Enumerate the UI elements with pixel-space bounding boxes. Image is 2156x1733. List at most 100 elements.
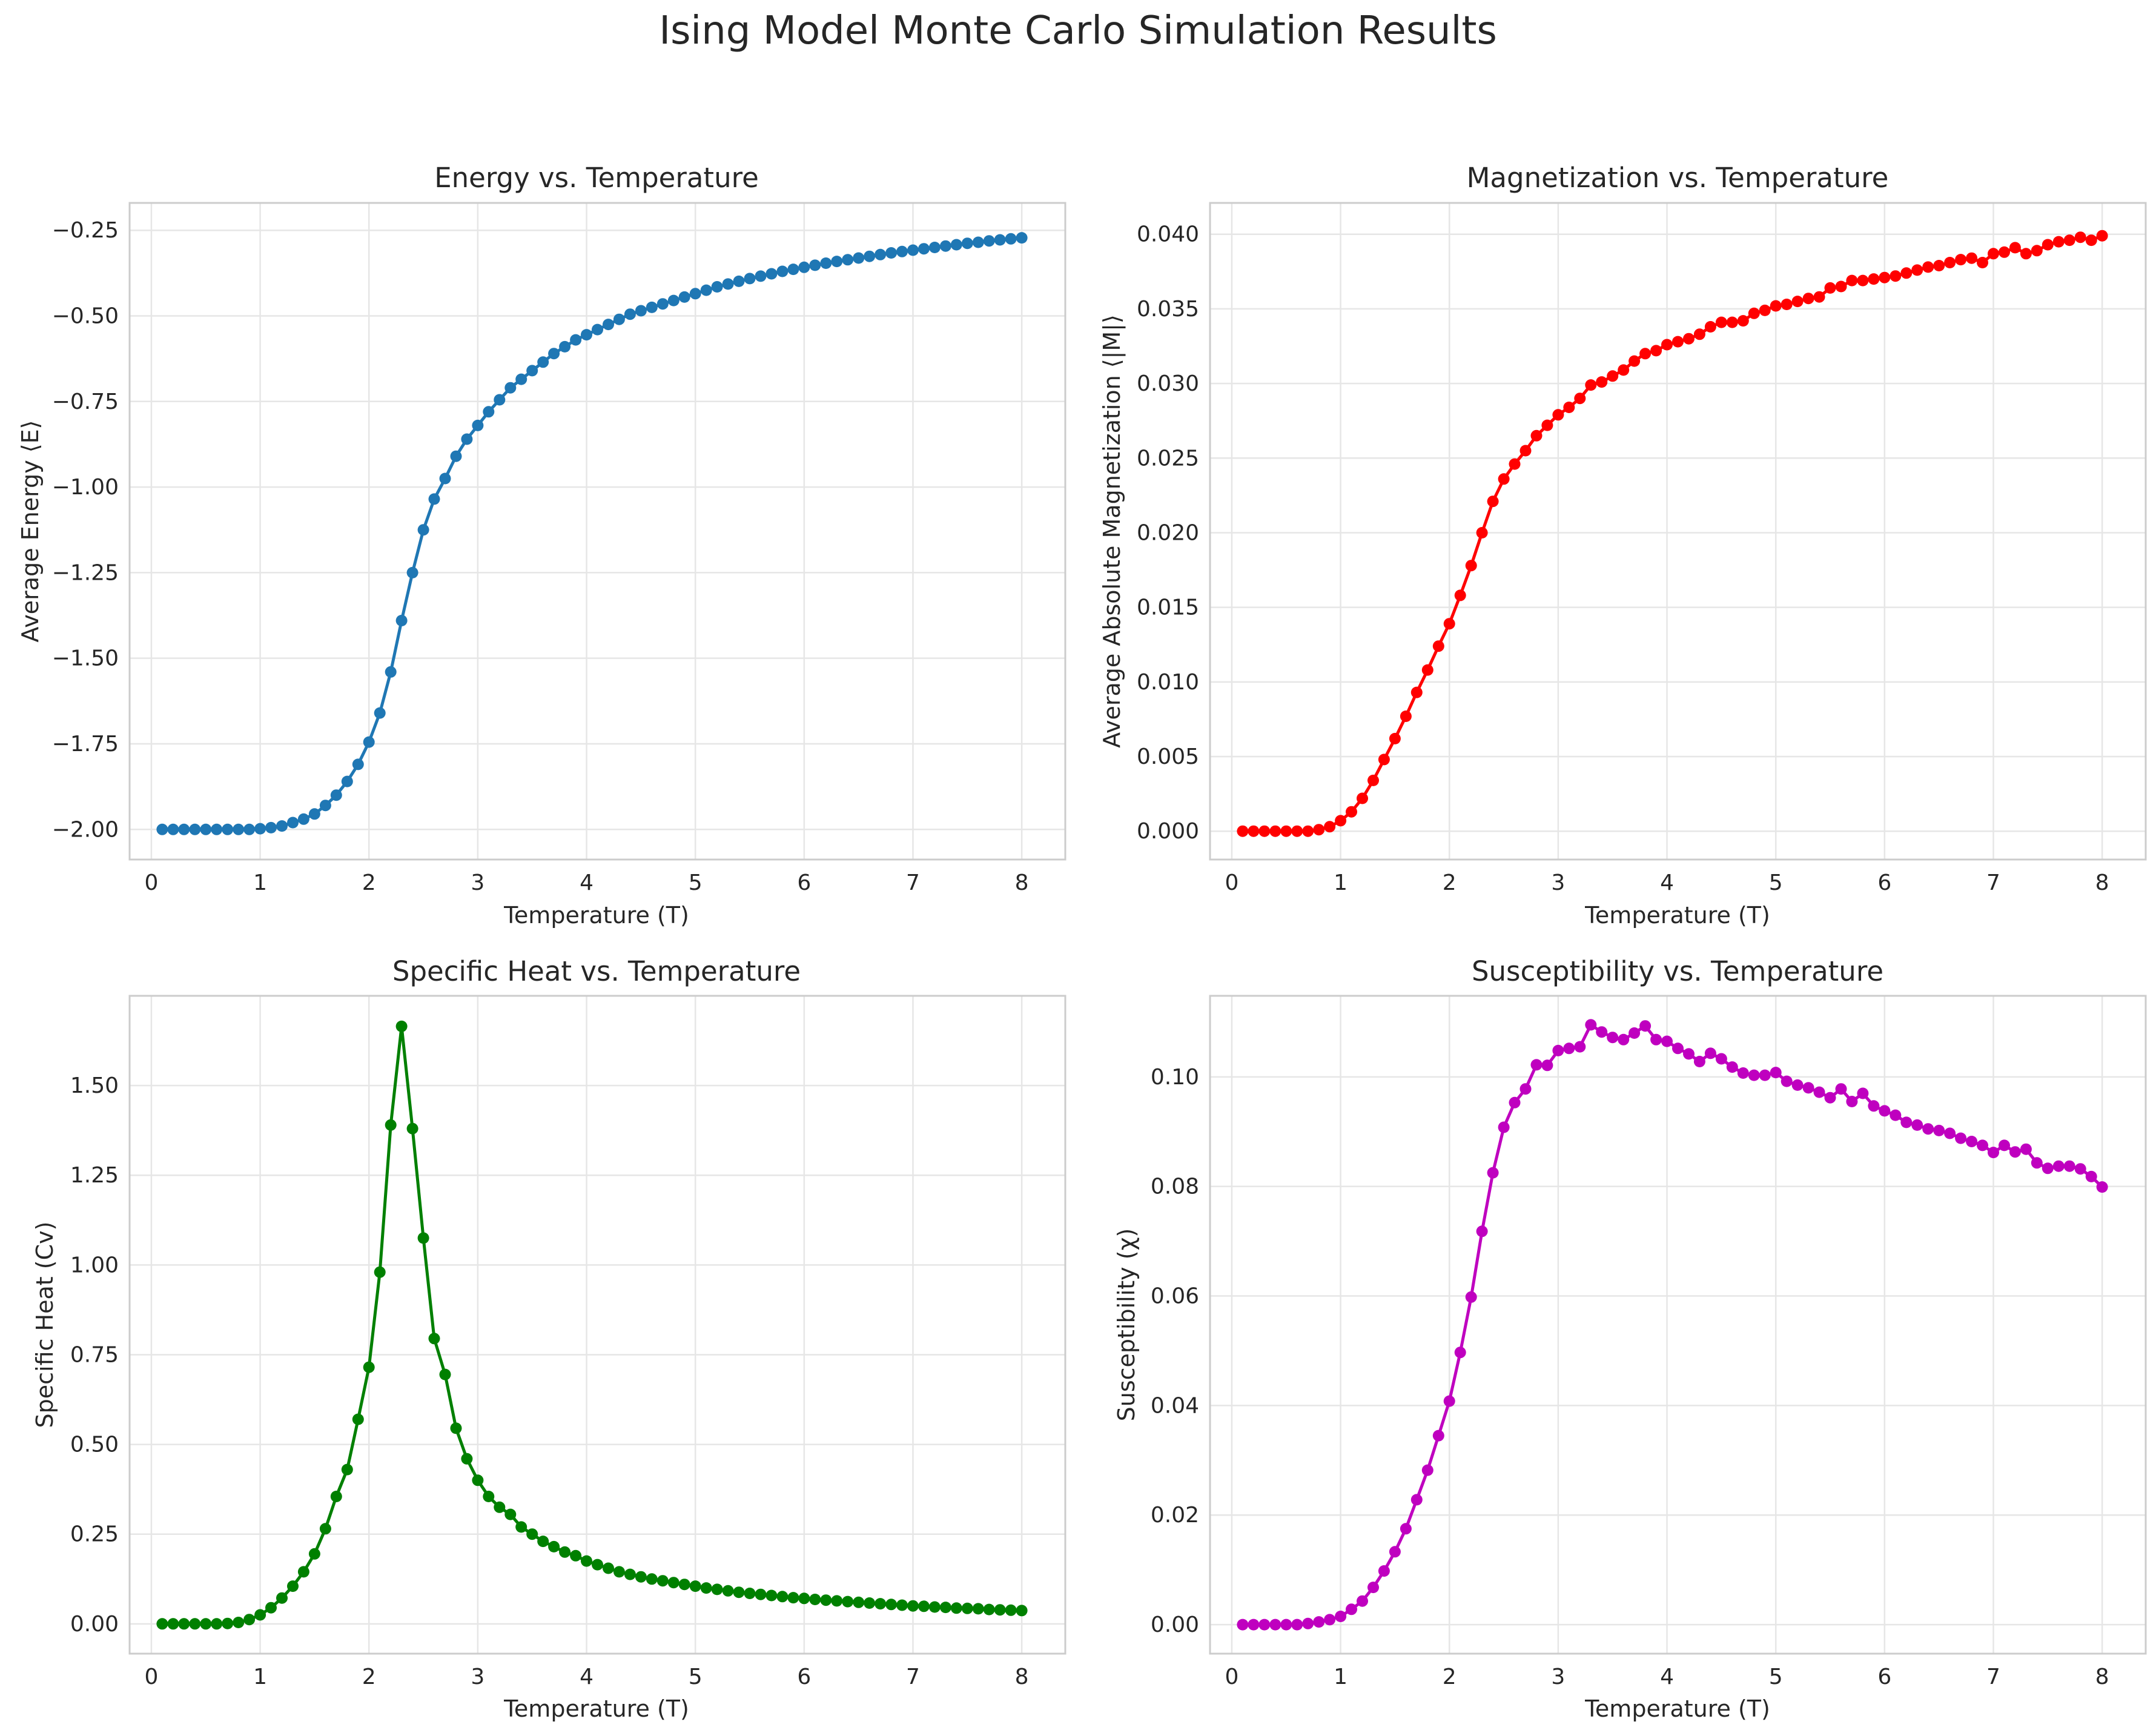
- energy-data-point: [755, 270, 767, 282]
- specific-heat-data-point: [689, 1580, 701, 1592]
- specific-heat-x-tick-label: 5: [689, 1665, 703, 1689]
- energy-data-point: [461, 433, 473, 445]
- magnetization-x-tick-label: 7: [1986, 870, 2000, 895]
- specific-heat-data-point: [385, 1119, 397, 1131]
- specific-heat-data-point: [374, 1266, 386, 1278]
- susceptibility-xlabel: Temperature (T): [1584, 1695, 1770, 1722]
- specific-heat-x-tick-label: 1: [253, 1665, 267, 1689]
- susceptibility-data-point: [1258, 1619, 1271, 1631]
- specific-heat-x-tick-label: 3: [471, 1665, 484, 1689]
- magnetization-data-point: [1552, 409, 1564, 421]
- energy-data-point: [667, 294, 680, 307]
- energy-data-point: [950, 239, 962, 251]
- energy-data-point: [853, 252, 865, 264]
- specific-heat-data-point: [233, 1617, 245, 1628]
- specific-heat-data-point: [428, 1333, 440, 1345]
- specific-heat-x-tick-label: 6: [797, 1665, 811, 1689]
- energy-data-point: [711, 281, 723, 293]
- specific-heat-x-tick-label: 0: [144, 1665, 158, 1689]
- susceptibility-data-point: [1248, 1619, 1260, 1631]
- energy-data-point: [939, 240, 951, 252]
- magnetization-data-point: [1683, 333, 1695, 345]
- energy-data-point: [646, 301, 658, 313]
- susceptibility-data-point: [2085, 1170, 2097, 1182]
- specific-heat-data-point: [809, 1594, 821, 1605]
- energy-data-point: [875, 248, 887, 260]
- energy-data-point: [472, 419, 484, 431]
- magnetization-data-point: [1476, 527, 1488, 538]
- energy-data-point: [570, 334, 582, 346]
- magnetization-panel: Magnetization vs. Temperature Temperatur…: [1099, 162, 2147, 929]
- energy-xlabel: Temperature (T): [503, 902, 689, 929]
- magnetization-data-point: [1857, 274, 1869, 287]
- specific-heat-data-point: [363, 1361, 375, 1373]
- energy-data-point: [603, 319, 614, 331]
- susceptibility-data-point: [1552, 1044, 1564, 1056]
- susceptibility-data-point: [2020, 1143, 2032, 1155]
- specific-heat-data-point: [494, 1501, 506, 1513]
- energy-data-point: [494, 394, 506, 406]
- magnetization-y-tick-label: 0.030: [1137, 371, 1199, 396]
- specific-heat-x-tick-label: 4: [580, 1665, 594, 1689]
- specific-heat-y-tick-label: 1.50: [70, 1073, 119, 1098]
- magnetization-data-point: [1509, 458, 1521, 470]
- susceptibility-data-point: [1813, 1086, 1825, 1098]
- susceptibility-data-point: [1574, 1041, 1586, 1053]
- susceptibility-data-point: [2074, 1163, 2086, 1175]
- magnetization-y-tick-label: 0.005: [1137, 744, 1199, 769]
- susceptibility-data-point: [2052, 1160, 2065, 1172]
- susceptibility-data-point: [1791, 1079, 1804, 1091]
- magnetization-data-point: [1900, 267, 1913, 279]
- magnetization-data-point: [1498, 473, 1510, 485]
- susceptibility-data-point: [1357, 1595, 1368, 1607]
- energy-data-point: [896, 245, 908, 257]
- magnetization-y-tick-label: 0.015: [1137, 595, 1199, 620]
- specific-heat-data-point: [352, 1413, 364, 1425]
- susceptibility-data-point: [1454, 1347, 1466, 1359]
- specific-heat-data-point: [711, 1583, 723, 1595]
- magnetization-data-point: [1693, 328, 1705, 340]
- figure-suptitle: Ising Model Monte Carlo Simulation Resul…: [659, 8, 1497, 53]
- specific-heat-data-point: [994, 1604, 1006, 1616]
- specific-heat-data-point: [864, 1597, 876, 1609]
- specific-heat-data-point: [178, 1618, 190, 1630]
- energy-x-tick-label: 2: [362, 870, 376, 895]
- magnetization-data-point: [1248, 825, 1260, 837]
- energy-data-point: [483, 406, 495, 418]
- susceptibility-data-point: [1737, 1067, 1749, 1079]
- energy-data-point: [243, 823, 256, 835]
- specific-heat-x-tick-label: 8: [1015, 1665, 1029, 1689]
- specific-heat-data-point: [189, 1618, 201, 1630]
- energy-data-point: [352, 758, 364, 770]
- magnetization-data-point: [1846, 274, 1858, 287]
- specific-heat-data-point: [450, 1422, 462, 1434]
- susceptibility-ylabel: Susceptibility (χ): [1113, 1228, 1140, 1422]
- magnetization-data-point: [1618, 364, 1630, 376]
- susceptibility-data-point: [1650, 1033, 1662, 1045]
- energy-data-point: [766, 268, 778, 280]
- susceptibility-data-point: [1693, 1056, 1705, 1067]
- susceptibility-data-point: [1400, 1523, 1412, 1535]
- magnetization-data-point: [1890, 270, 1902, 282]
- specific-heat-data-point: [341, 1463, 353, 1476]
- specific-heat-data-point: [853, 1596, 865, 1608]
- susceptibility-data-point: [1313, 1616, 1325, 1628]
- magnetization-data-point: [1770, 300, 1782, 312]
- susceptibility-x-tick-label: 4: [1660, 1665, 1674, 1689]
- specific-heat-data-point: [526, 1528, 538, 1540]
- energy-data-point: [374, 707, 386, 719]
- magnetization-data-point: [1781, 299, 1793, 310]
- magnetization-data-point: [1302, 825, 1314, 837]
- specific-heat-data-point: [330, 1491, 342, 1502]
- energy-data-point: [831, 256, 843, 268]
- susceptibility-data-point: [1966, 1136, 1978, 1147]
- magnetization-data-point: [1868, 273, 1880, 285]
- susceptibility-data-point: [1890, 1109, 1902, 1121]
- magnetization-data-point: [1432, 640, 1444, 652]
- susceptibility-data-point: [1661, 1035, 1673, 1047]
- energy-data-point: [233, 823, 245, 835]
- specific-heat-data-point: [439, 1368, 451, 1380]
- energy-data-point: [983, 235, 995, 247]
- magnetization-y-tick-label: 0.025: [1137, 446, 1199, 471]
- specific-heat-data-point: [678, 1579, 690, 1591]
